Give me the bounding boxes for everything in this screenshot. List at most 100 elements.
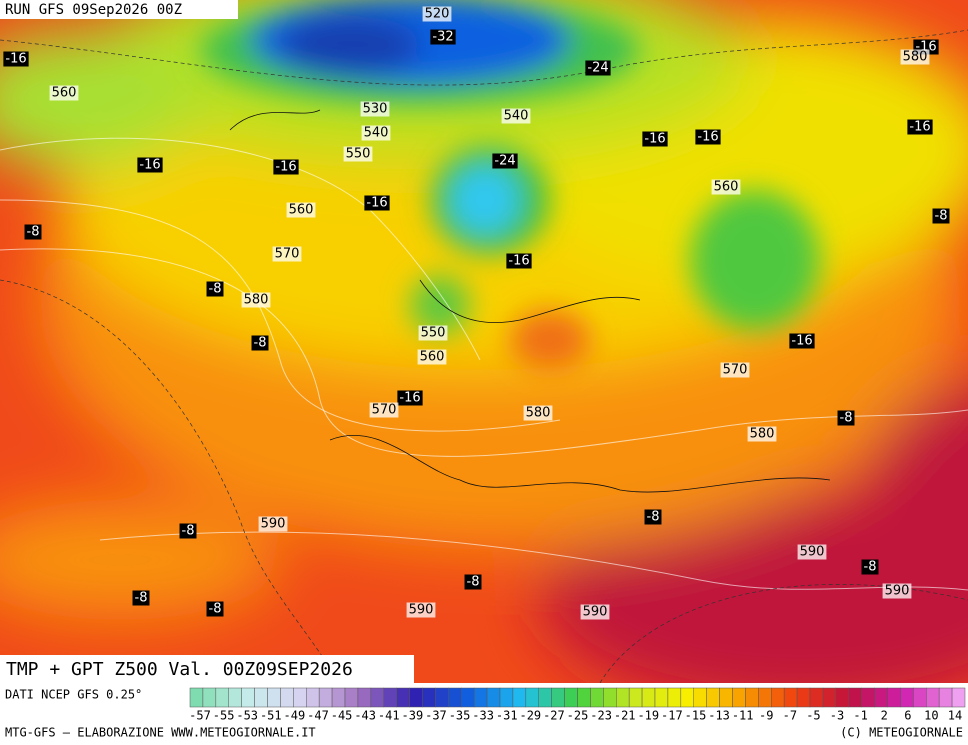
colorbar-cell (241, 687, 255, 708)
contour-label: 580 (526, 406, 551, 421)
contour-label: -24 (494, 154, 515, 169)
contour-label-box (360, 101, 390, 117)
colorbar-cell (215, 687, 229, 708)
contour-label-box (3, 51, 29, 67)
contour-label: -8 (135, 591, 148, 606)
colorbar-label: -53 (236, 709, 258, 723)
colorbar-label: -47 (307, 709, 329, 723)
colorbar-label: -9 (759, 709, 773, 723)
colorbar-cell (318, 687, 333, 708)
colorbar-cell (590, 687, 604, 708)
colorbar-label: 2 (881, 709, 888, 723)
contour-label: -16 (139, 158, 160, 173)
colorbar-cell (706, 687, 720, 708)
colorbar-cell (641, 687, 656, 708)
title-box (0, 655, 414, 684)
contour-label-box (644, 509, 662, 525)
contour-label: 530 (363, 102, 388, 117)
contour-label: 580 (903, 50, 928, 65)
colorbar-label: -57 (189, 709, 211, 723)
contour-label-box (273, 159, 299, 175)
colorbar-cell (525, 687, 539, 708)
colorbar-cell (951, 687, 966, 708)
colorbar-cell (293, 687, 307, 708)
contour-label: -8 (935, 209, 948, 224)
contour-label: -24 (587, 61, 608, 76)
colorbar-cell (486, 687, 501, 708)
colorbar-cell (202, 687, 217, 708)
colorbar-cell (551, 687, 565, 708)
contour-label-box (642, 131, 668, 147)
contour-label: 560 (714, 180, 739, 195)
colorbar-label: -43 (354, 709, 376, 723)
contour-label-box (882, 583, 912, 599)
contour-label: -16 (366, 196, 387, 211)
colorbar-label: 14 (948, 709, 962, 723)
colorbar-cell (616, 687, 630, 708)
contour-label: -8 (182, 524, 195, 539)
colorbar-cell (512, 687, 527, 708)
contour-label-box (241, 292, 271, 308)
colorbar-label: -19 (637, 709, 659, 723)
colorbar-cell (913, 687, 927, 708)
contour-label-box (797, 544, 827, 560)
contour-label-box (397, 390, 423, 406)
colorbar-cell (396, 687, 410, 708)
colorbar-cell (306, 687, 320, 708)
contour-label-box (789, 333, 815, 349)
contour-label-box (343, 146, 373, 162)
contour-label: 540 (504, 109, 529, 124)
contour-label-box (24, 224, 42, 240)
colorbar-label: -3 (830, 709, 844, 723)
colorbar-cell (835, 687, 849, 708)
copyright-label: (C) METEOGIORNALE (840, 726, 963, 740)
run-box (0, 0, 238, 19)
colorbar-cell (874, 687, 888, 708)
contour-label-box (364, 195, 390, 211)
colorbar-label: -17 (661, 709, 683, 723)
colorbar-cell (254, 687, 268, 708)
contour-label: 590 (800, 545, 825, 560)
map-field (0, 0, 968, 683)
contour-label-box (430, 29, 456, 45)
contour-label: 560 (52, 86, 77, 101)
colorbar-cell (693, 687, 707, 708)
colorbar-cell (861, 687, 875, 708)
contour-label-box (506, 253, 532, 269)
colorbar-label: -55 (213, 709, 235, 723)
contour-label: 580 (244, 293, 269, 308)
contour-label: 560 (420, 350, 445, 365)
contour-label: 540 (364, 126, 389, 141)
contour-label: 550 (346, 147, 371, 162)
contour-label: 590 (583, 605, 608, 620)
contour-label: -16 (508, 254, 529, 269)
colorbar-label: -15 (685, 709, 707, 723)
contour-label: -16 (909, 120, 930, 135)
colorbar-cell (796, 687, 811, 708)
colorbar-cell (654, 687, 669, 708)
colorbar-label: -11 (732, 709, 754, 723)
contour-label-box (464, 574, 482, 590)
colorbar-cell (267, 687, 281, 708)
contour-label: 580 (750, 427, 775, 442)
contour-label-box (418, 325, 448, 341)
colorbar-label: -23 (590, 709, 612, 723)
colorbar-label: -21 (614, 709, 636, 723)
contour-label-box (585, 60, 611, 76)
colorbar-cell (745, 687, 759, 708)
colorbar-label: -35 (449, 709, 471, 723)
colorbar-cell (499, 687, 514, 708)
contour-label: -16 (697, 130, 718, 145)
contour-label-box (272, 246, 302, 262)
contour-label: 590 (409, 603, 434, 618)
contour-label-box (137, 157, 163, 173)
run-label: RUN GFS 09Sep2026 00Z (5, 2, 182, 18)
colorbar-cell (357, 687, 372, 708)
contour-label-box (179, 523, 197, 539)
colorbar-cell (628, 687, 643, 708)
contour-label-box (907, 119, 933, 135)
contour-label-box (49, 85, 79, 101)
colorbar-cell (370, 687, 385, 708)
colorbar-cell (758, 687, 772, 708)
